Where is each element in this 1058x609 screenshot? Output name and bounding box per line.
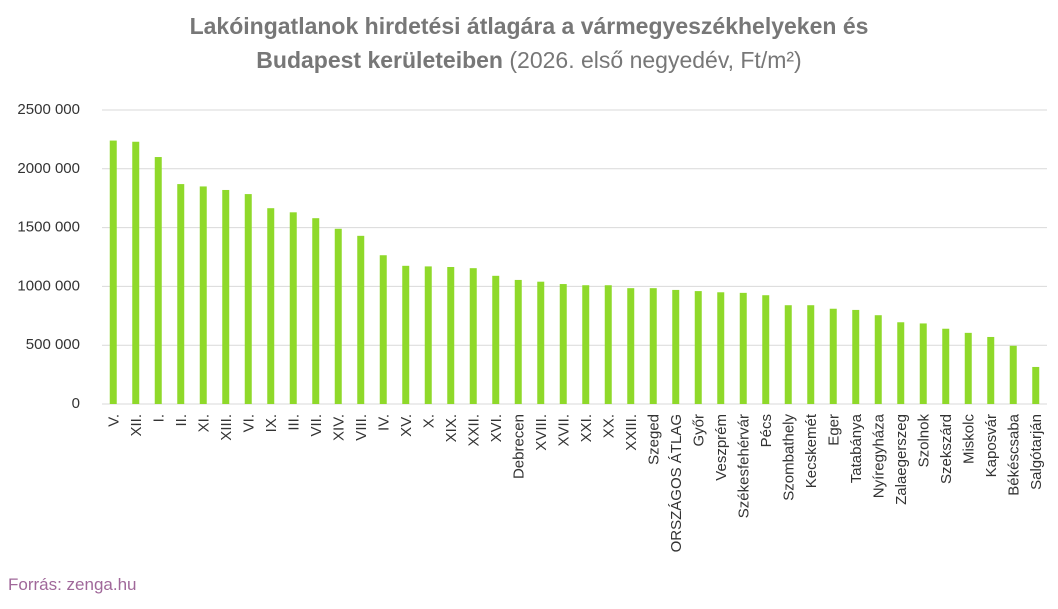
bar — [739, 292, 747, 404]
bar — [514, 279, 522, 404]
bar — [874, 315, 882, 404]
bar — [717, 292, 725, 404]
x-tick-label: Szekszárd — [938, 414, 955, 484]
x-tick-label: VII. — [308, 414, 325, 437]
x-tick-label: IV. — [375, 414, 392, 431]
bar — [582, 285, 590, 404]
y-tick-label: 500 000 — [26, 336, 80, 353]
x-tick-label: XIV. — [330, 414, 347, 441]
x-tick-label: Eger — [825, 414, 842, 446]
bar — [1032, 366, 1040, 404]
x-tick-label: XI. — [195, 414, 212, 432]
bar — [402, 265, 410, 404]
x-tick-label: Nyíregyháza — [870, 413, 887, 498]
x-tick-label: Pécs — [758, 414, 775, 447]
x-tick-label: II. — [173, 414, 190, 427]
bar — [492, 275, 500, 404]
x-tick-label: Debrecen — [510, 414, 527, 479]
bar — [537, 281, 545, 404]
bar — [987, 336, 995, 404]
bar — [267, 208, 275, 404]
chart-title-line2: Budapest kerületeiben (2026. első negyed… — [256, 47, 801, 73]
y-tick-label: 1500 000 — [17, 219, 80, 236]
title-bold: Budapest kerületeiben — [256, 47, 503, 73]
y-tick-label: 2500 000 — [17, 101, 80, 118]
x-tick-label: Miskolc — [960, 414, 977, 465]
chart-title: Lakóingatlanok hirdetési átlagára a várm… — [190, 13, 869, 39]
x-tick-label: XIX. — [443, 414, 460, 442]
bar — [604, 285, 612, 404]
bar — [897, 322, 905, 404]
bar — [784, 305, 792, 404]
x-tick-label: ORSZÁGOS ÁTLAG — [668, 414, 685, 552]
y-tick-label: 2000 000 — [17, 160, 80, 177]
bar — [222, 189, 230, 404]
bar — [447, 266, 455, 404]
x-tick-label: III. — [285, 414, 302, 431]
bar — [312, 218, 320, 404]
x-tick-label: XII. — [128, 414, 145, 437]
x-tick-label: Szolnok — [915, 414, 932, 468]
bar — [672, 289, 680, 404]
x-tick-label: XVI. — [488, 414, 505, 442]
x-tick-label: VIII. — [353, 414, 370, 441]
x-tick-label: XXI. — [578, 414, 595, 442]
x-tick-label: V. — [105, 414, 122, 427]
subtitle: (2026. első negyedév, Ft/m²) — [509, 47, 801, 73]
bar — [649, 288, 657, 404]
x-tick-label: Székesfehérvár — [735, 414, 752, 518]
x-tick-label: XVII. — [555, 414, 572, 447]
x-tick-label: VI. — [240, 414, 257, 432]
bar — [627, 288, 635, 404]
x-tick-label: Zalaegerszeg — [893, 414, 910, 505]
x-tick-label: Tatabánya — [848, 413, 865, 483]
x-tick-label: Szombathely — [780, 414, 797, 501]
bar — [829, 308, 837, 404]
x-tick-label: Kecskemét — [803, 413, 820, 488]
bar — [964, 332, 972, 404]
bar — [244, 194, 252, 404]
x-tick-label: Veszprém — [713, 414, 730, 481]
bar — [132, 141, 140, 404]
x-tick-label: Győr — [690, 414, 707, 447]
x-tick-label: XXII. — [465, 414, 482, 447]
bar — [1009, 345, 1017, 404]
bar — [762, 295, 770, 404]
x-tick-label: Salgótarján — [1028, 414, 1045, 490]
x-tick-label: IX. — [263, 414, 280, 432]
x-tick-label: Szeged — [645, 414, 662, 465]
bar — [154, 157, 162, 404]
x-tick-label: XV. — [398, 414, 415, 437]
x-tick-label: XIII. — [218, 414, 235, 441]
y-tick-label: 1000 000 — [17, 277, 80, 294]
x-tick-label: Békéscsaba — [1005, 413, 1022, 495]
bar — [694, 291, 702, 404]
x-tick-label: Kaposvár — [983, 414, 1000, 477]
bar — [109, 140, 117, 405]
x-tick-label: XX. — [600, 414, 617, 438]
bar — [177, 184, 185, 404]
source: Forrás: zenga.hu — [8, 575, 137, 594]
bar — [852, 309, 860, 404]
bar — [289, 212, 297, 404]
x-tick-label: I. — [150, 414, 167, 422]
x-tick-label: XXIII. — [623, 414, 640, 451]
bar — [559, 284, 567, 404]
bar — [199, 186, 207, 404]
bar — [807, 305, 815, 404]
bar — [379, 255, 387, 404]
bar — [919, 323, 927, 404]
x-tick-label: X. — [420, 414, 437, 428]
bar — [357, 235, 365, 404]
bar — [424, 266, 432, 404]
bar — [334, 228, 342, 404]
x-tick-label: XVIII. — [533, 414, 550, 451]
bar — [942, 328, 950, 404]
bar — [469, 268, 477, 404]
y-tick-label: 0 — [72, 395, 80, 412]
